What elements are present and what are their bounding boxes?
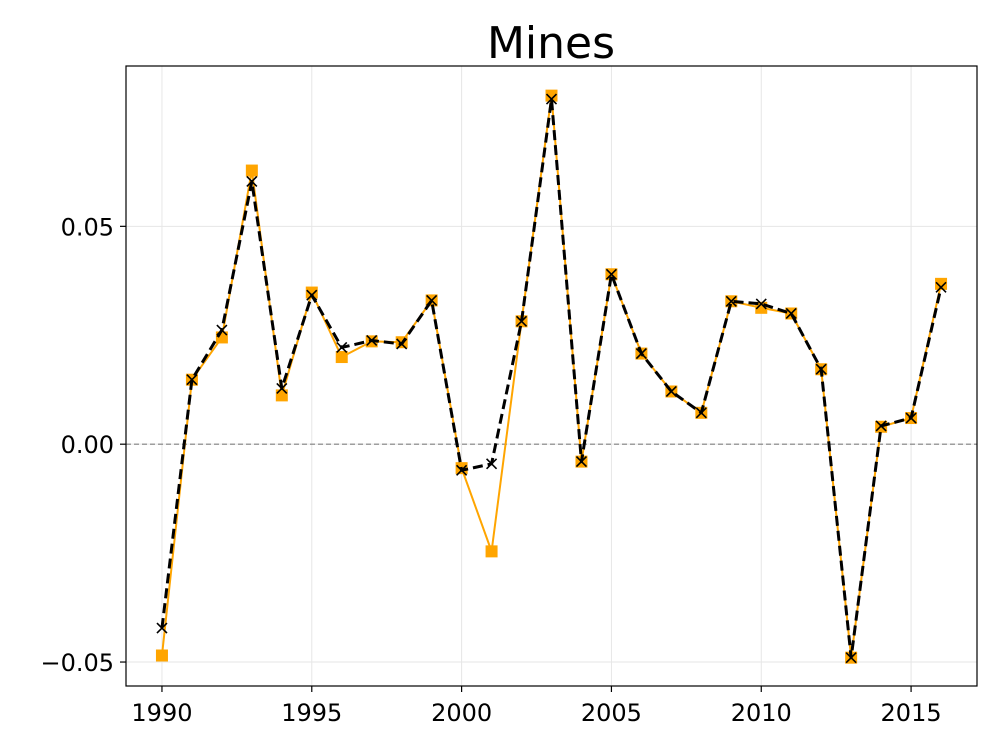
data-point-x: [276, 382, 288, 394]
data-point-x: [755, 298, 767, 310]
data-point-x: [456, 464, 468, 476]
data-point-square: [305, 286, 318, 299]
data-point-square: [275, 389, 288, 402]
series-0: [155, 89, 948, 664]
data-point-x: [396, 338, 408, 350]
data-point-x: [486, 458, 498, 470]
data-point-x: [695, 407, 707, 419]
data-point-square: [935, 277, 948, 290]
series-line: [160, 94, 943, 659]
x-tick-label: 2000: [431, 699, 492, 727]
y-tick-label: 0.00: [61, 431, 114, 459]
data-point-x: [156, 622, 168, 634]
data-point-x: [605, 268, 617, 280]
data-point-x: [845, 652, 857, 664]
data-point-x: [905, 412, 917, 424]
x-tick-label: 1990: [131, 699, 192, 727]
data-point-x: [725, 295, 737, 307]
data-point-x: [635, 347, 647, 360]
series-1: [156, 93, 947, 664]
data-point-square: [245, 164, 258, 177]
data-point-x: [216, 324, 228, 336]
data-point-x: [246, 175, 258, 188]
data-point-x: [366, 334, 378, 347]
data-point-x: [306, 289, 318, 301]
data-point-x: [815, 363, 827, 375]
x-axis: 1990 1995 2000 2005 2010 2015: [131, 686, 942, 727]
x-tick-label: 2010: [731, 699, 792, 727]
data-point-square: [485, 545, 498, 558]
x-tick-label: 1995: [281, 699, 342, 727]
data-point-x: [336, 341, 348, 354]
data-point-x: [935, 281, 947, 293]
data-point-square: [155, 649, 168, 662]
chart-title: Mines: [487, 18, 615, 69]
grid-lines: [126, 66, 977, 686]
x-tick-label: 2015: [881, 699, 942, 727]
series-layer: [155, 89, 948, 664]
y-tick-label: 0.05: [61, 213, 114, 241]
data-point-x: [515, 315, 528, 327]
y-axis: −0.05 0.00 0.05: [40, 213, 126, 677]
data-point-square: [545, 89, 558, 102]
data-point-x: [875, 420, 887, 432]
data-point-x: [426, 294, 438, 306]
y-tick-label: −0.05: [40, 649, 114, 677]
data-point-x: [186, 374, 198, 386]
data-point-x: [545, 93, 558, 105]
plot-frame: [125, 65, 978, 687]
data-point-x: [665, 385, 677, 398]
data-point-square: [335, 351, 348, 364]
data-point-x: [785, 307, 797, 320]
x-tick-label: 2005: [581, 699, 642, 727]
data-point-x: [575, 456, 588, 468]
